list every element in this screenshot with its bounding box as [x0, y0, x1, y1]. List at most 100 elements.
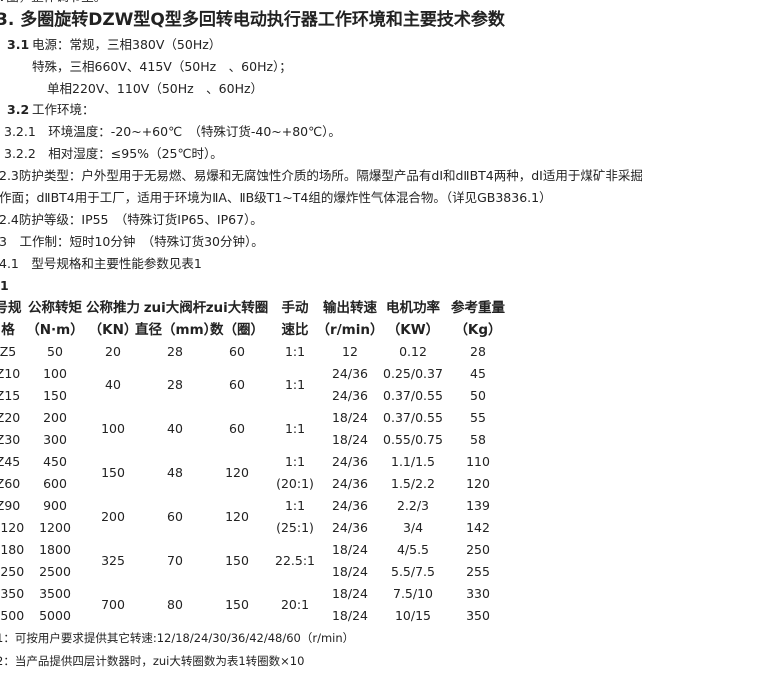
duty: 3 工作制：短时10分钟 （特殊订货30分钟）。 [0, 234, 264, 249]
cell-ratio: 22.5:1 [275, 553, 315, 568]
power-special: 特殊，三相660V、415V（50Hz 、60Hz）； [32, 59, 292, 74]
cell-weight: 142 [466, 520, 490, 535]
cell-power: 2.2/3 [396, 498, 430, 513]
cell-torque: 2500 [39, 564, 71, 579]
cell-stem-diameter: 48 [167, 465, 183, 480]
top-fragment: IV圈，整体调节型。 [0, 0, 106, 8]
cell-thrust: 150 [101, 465, 125, 480]
cell-power: 1.1/1.5 [391, 454, 435, 469]
cell-power: 3/4 [402, 520, 424, 535]
cell-max-turns: 120 [225, 465, 249, 480]
cell-ratio: 1:1 [284, 498, 306, 513]
cell-torque: 1200 [39, 520, 71, 535]
header-cell: 公称推力 [86, 300, 140, 316]
cell-stem-diameter: 70 [167, 553, 183, 568]
cell-speed: 18/24 [331, 586, 369, 601]
cell-power: 0.12 [399, 344, 427, 359]
s32-number: 3.2 [7, 102, 30, 117]
cell-power: 1.5/2.2 [391, 476, 435, 491]
s31-number: 3.1 [7, 37, 30, 52]
cell-weight: 250 [466, 542, 490, 557]
cell-stem-diameter: 28 [167, 377, 183, 392]
cell-torque: 900 [43, 498, 67, 513]
cell-ratio: 1:1 [284, 344, 306, 359]
cell-torque: 50 [47, 344, 63, 359]
cell-speed: 18/24 [331, 410, 369, 425]
header-cell: （Kg） [454, 322, 502, 338]
cell-model: Z120 [0, 520, 25, 535]
protection-type-cont: 作面；dⅡBT4用于工厂，适用于环境为ⅡA、ⅡB级T1~T4组的爆炸性气体混合物… [0, 190, 552, 205]
header-cell: zui大阀杆 [143, 300, 207, 316]
cell-max-turns: 120 [225, 509, 249, 524]
cell-power: 0.37/0.55 [383, 388, 443, 403]
header-cell: 公称转矩 [28, 300, 82, 316]
cell-weight: 58 [470, 432, 486, 447]
cell-thrust: 200 [101, 509, 125, 524]
cell-thrust: 100 [101, 421, 125, 436]
cell-ratio: (20:1) [276, 476, 314, 491]
cell-model: Z90 [0, 498, 21, 513]
cell-stem-diameter: 40 [167, 421, 183, 436]
cell-speed: 18/24 [331, 564, 369, 579]
header-cell: 输出转速 [323, 300, 377, 316]
cell-torque: 5000 [39, 608, 71, 623]
cell-torque: 300 [43, 432, 67, 447]
cell-power: 5.5/7.5 [391, 564, 435, 579]
header-cell: 手动 [281, 300, 309, 316]
cell-speed: 18/24 [331, 432, 369, 447]
cell-max-turns: 60 [229, 421, 245, 436]
cell-power: 4/5.5 [396, 542, 430, 557]
cell-speed: 24/36 [331, 476, 369, 491]
power-single-phase: 单相220V、110V（50Hz 、60Hz） [47, 81, 264, 96]
cell-model: Z45 [0, 454, 21, 469]
cell-torque: 200 [43, 410, 67, 425]
cell-max-turns: 60 [229, 377, 245, 392]
cell-weight: 28 [470, 344, 486, 359]
header-cell: （KN） [88, 322, 138, 338]
humidity: 3.2.2 相对湿度：≤95%（25℃时）。 [4, 146, 223, 161]
cell-weight: 350 [466, 608, 490, 623]
work-environment: 工作环境： [32, 102, 95, 117]
header-cell: 参考重量 [451, 300, 505, 316]
cell-model: Z5 [0, 344, 17, 359]
cell-speed: 18/24 [331, 542, 369, 557]
cell-weight: 139 [466, 498, 490, 513]
power-supply: 电源：常规，三相380V（50Hz） [32, 37, 222, 52]
temperature: 3.2.1 环境温度：-20~+60℃ （特殊订货-40~+80℃）。 [4, 124, 341, 139]
cell-max-turns: 60 [229, 344, 245, 359]
header-cell: 号规 [0, 300, 22, 316]
cell-ratio: 1:1 [284, 454, 306, 469]
cell-max-turns: 150 [225, 597, 249, 612]
cell-stem-diameter: 28 [167, 344, 183, 359]
header-cell: 电机功率 [386, 300, 440, 316]
header-cell: 数（圈） [210, 322, 264, 338]
cell-power: 7.5/10 [393, 586, 433, 601]
note-2: 2：当产品提供四层计数器时，zui大转圈数为表1转圈数×10 [0, 654, 305, 668]
cell-stem-diameter: 80 [167, 597, 183, 612]
section-title: 3. 多圈旋转DZW型Q型多回转电动执行器工作环境和主要技术参数 [0, 10, 505, 30]
cell-ratio: 1:1 [284, 377, 306, 392]
cell-ratio: 20:1 [280, 597, 310, 612]
protection-type: 2.3防护类型：户外型用于无易燃、易爆和无腐蚀性介质的场所。隔爆型产品有dⅠ和d… [0, 168, 643, 183]
cell-thrust: 40 [105, 377, 121, 392]
cell-weight: 330 [466, 586, 490, 601]
cell-thrust: 700 [101, 597, 125, 612]
cell-model: Z20 [0, 410, 21, 425]
table-label: 1 [0, 278, 9, 293]
cell-torque: 150 [43, 388, 67, 403]
cell-torque: 100 [43, 366, 67, 381]
cell-max-turns: 150 [225, 553, 249, 568]
header-cell: 直径（mm） [135, 322, 218, 338]
cell-model: Z30 [0, 432, 21, 447]
cell-model: Z60 [0, 476, 21, 491]
cell-torque: 600 [43, 476, 67, 491]
cell-speed: 12 [342, 344, 358, 359]
table-ref: 4.1 型号规格和主要性能参数见表1 [0, 256, 202, 271]
header-cell: （N·m） [26, 322, 84, 338]
cell-weight: 50 [470, 388, 486, 403]
cell-power: 10/15 [394, 608, 432, 623]
cell-model: Z250 [0, 564, 25, 579]
cell-model: Z15 [0, 388, 21, 403]
cell-weight: 110 [466, 454, 490, 469]
cell-ratio: (25:1) [276, 520, 314, 535]
